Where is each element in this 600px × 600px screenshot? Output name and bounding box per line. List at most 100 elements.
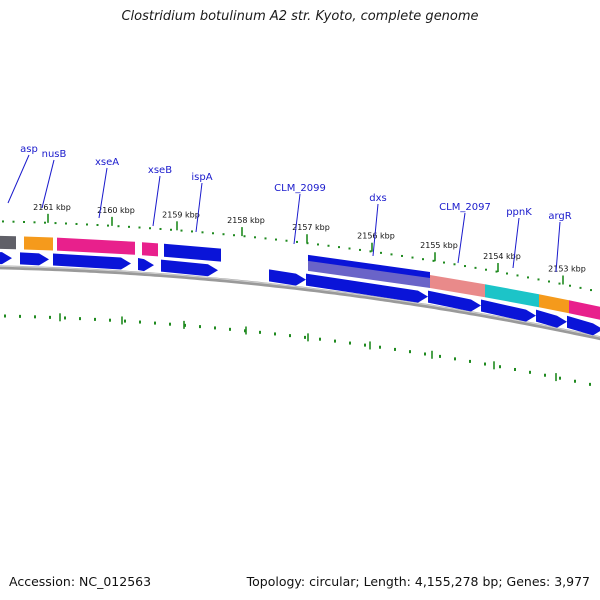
minor-tick <box>79 317 81 321</box>
minor-tick <box>243 235 246 238</box>
cds-arrow <box>306 273 428 303</box>
kbp-label: 2156 kbp <box>357 232 395 241</box>
minor-tick <box>107 224 109 227</box>
cds-arrow <box>20 252 49 266</box>
gene-label: asp <box>20 144 38 155</box>
minor-tick <box>394 347 396 351</box>
minor-tick <box>590 289 592 292</box>
minor-tick <box>109 318 111 322</box>
minor-tick <box>495 270 498 273</box>
minor-tick <box>184 323 186 327</box>
cds-arrow <box>138 257 154 272</box>
minor-tick <box>19 314 21 318</box>
minor-tick <box>96 224 99 227</box>
minor-tick <box>94 317 96 321</box>
minor-tick <box>411 256 414 259</box>
gene-leader-line <box>195 182 203 233</box>
feature-block <box>485 284 539 308</box>
cds-arrow <box>536 309 567 328</box>
minor-tick <box>212 232 214 235</box>
gene-label: xseA <box>95 157 119 168</box>
minor-tick <box>199 325 201 329</box>
outer-tick-ring <box>2 213 592 292</box>
minor-tick <box>484 362 486 366</box>
minor-tick <box>34 315 36 319</box>
cds-arrow <box>269 269 306 286</box>
minor-tick <box>49 315 51 319</box>
gene-leader-line <box>457 212 466 264</box>
minor-tick <box>544 373 546 377</box>
minor-tick <box>516 274 519 277</box>
feature-block <box>57 237 135 255</box>
gene-leader-line <box>293 193 301 245</box>
cds-arrow <box>0 252 12 265</box>
gene-label: xseB <box>148 165 172 176</box>
minor-tick <box>527 276 529 279</box>
kbp-label: 2161 kbp <box>33 203 71 212</box>
minor-tick <box>285 239 288 242</box>
minor-tick <box>548 280 550 283</box>
accession-text: Accession: NC_012563 <box>9 574 152 589</box>
minor-tick <box>2 220 4 223</box>
feature-block <box>308 254 430 278</box>
minor-tick <box>401 254 403 257</box>
minor-tick <box>369 250 372 253</box>
feature-block <box>430 274 485 298</box>
kbp-label: 2159 kbp <box>162 210 200 219</box>
minor-tick <box>117 225 120 228</box>
cds-arrow <box>161 259 218 277</box>
gene-label: CLM_2099 <box>274 183 326 194</box>
topology-summary: Topology: circular; Length: 4,155,278 bp… <box>246 574 590 589</box>
kbp-label: 2160 kbp <box>97 206 135 215</box>
minor-tick <box>439 354 441 358</box>
gene-leader-line <box>41 159 55 209</box>
minor-tick <box>349 341 351 345</box>
minor-tick <box>169 322 171 326</box>
minor-tick <box>537 278 540 281</box>
minor-tick <box>589 382 591 386</box>
feature-block <box>0 235 16 250</box>
minor-tick <box>432 259 435 262</box>
feature-block <box>569 300 600 320</box>
minor-tick <box>499 365 501 369</box>
minor-tick <box>33 221 36 224</box>
kbp-label: 2157 kbp <box>292 223 330 232</box>
minor-tick <box>138 226 141 229</box>
minor-tick <box>379 345 381 349</box>
cds-arrow <box>481 299 536 322</box>
gene-leader-line <box>512 217 520 269</box>
minor-tick <box>180 229 183 232</box>
minor-tick <box>86 223 88 226</box>
minor-tick <box>75 222 78 225</box>
minor-tick <box>469 359 471 363</box>
inner-tick-ring <box>4 313 591 386</box>
minor-tick <box>4 314 6 318</box>
gene-label: nusB <box>42 149 67 160</box>
minor-tick <box>338 246 340 249</box>
minor-tick <box>259 330 261 334</box>
minor-tick <box>233 234 235 237</box>
gene-label: ppnK <box>506 207 532 218</box>
feature-block <box>142 242 158 257</box>
minor-tick <box>264 237 267 240</box>
minor-tick <box>579 286 582 289</box>
minor-tick <box>54 222 57 225</box>
minor-tick <box>154 321 156 325</box>
minor-tick <box>12 220 15 223</box>
minor-tick <box>64 316 66 320</box>
feature-block <box>539 294 569 314</box>
cds-arrow <box>567 315 600 336</box>
gene-leader-line <box>98 167 108 219</box>
gene-label: ispA <box>191 172 212 183</box>
minor-tick <box>364 343 366 347</box>
minor-tick <box>254 236 256 239</box>
minor-tick <box>128 225 130 228</box>
minor-tick <box>296 240 298 243</box>
kbp-label: 2155 kbp <box>420 241 458 250</box>
minor-tick <box>201 231 204 234</box>
minor-tick <box>443 261 445 264</box>
minor-tick <box>44 221 46 224</box>
minor-tick <box>170 228 172 231</box>
